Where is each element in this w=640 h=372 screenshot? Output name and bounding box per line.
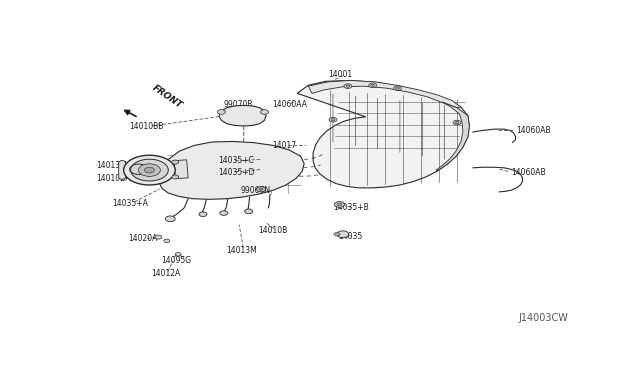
Polygon shape	[159, 141, 304, 199]
Circle shape	[329, 118, 337, 122]
Polygon shape	[118, 161, 125, 179]
Circle shape	[199, 212, 207, 217]
Text: 14060AB: 14060AB	[511, 168, 546, 177]
Text: 14060AA: 14060AA	[273, 100, 307, 109]
Text: 14010BB: 14010BB	[129, 122, 164, 131]
Text: 14020A: 14020A	[129, 234, 158, 243]
Polygon shape	[297, 80, 469, 188]
Circle shape	[145, 167, 154, 173]
Circle shape	[172, 175, 179, 179]
Text: J14003CW: J14003CW	[518, 313, 568, 323]
Polygon shape	[174, 160, 188, 179]
Text: 14035+B: 14035+B	[333, 203, 369, 212]
Text: FRONT: FRONT	[150, 83, 184, 110]
Circle shape	[371, 84, 374, 86]
Text: 14013M: 14013M	[227, 246, 257, 255]
Circle shape	[165, 216, 175, 222]
Circle shape	[455, 121, 459, 124]
Circle shape	[346, 85, 350, 87]
Text: 14013MA: 14013MA	[96, 161, 132, 170]
Circle shape	[344, 84, 352, 89]
Text: 14035+A: 14035+A	[112, 199, 148, 208]
Circle shape	[453, 120, 461, 125]
Text: 14017: 14017	[273, 141, 296, 150]
Circle shape	[257, 187, 266, 192]
Text: 14001: 14001	[328, 70, 352, 79]
Circle shape	[260, 110, 269, 114]
Circle shape	[335, 202, 344, 207]
Text: 14010BA: 14010BA	[96, 174, 131, 183]
Circle shape	[244, 209, 253, 214]
Circle shape	[394, 86, 401, 90]
Polygon shape	[308, 80, 461, 108]
Polygon shape	[219, 105, 266, 126]
Text: 14060AB: 14060AB	[516, 126, 551, 135]
Text: 99067N: 99067N	[240, 186, 270, 195]
Circle shape	[220, 211, 228, 215]
Text: 14035: 14035	[338, 232, 362, 241]
Text: 14095G: 14095G	[161, 256, 191, 264]
Circle shape	[124, 155, 175, 185]
Circle shape	[334, 232, 340, 236]
Circle shape	[337, 203, 342, 206]
Circle shape	[396, 87, 399, 89]
Text: 14035+C: 14035+C	[218, 157, 254, 166]
Circle shape	[259, 188, 263, 190]
Circle shape	[155, 235, 162, 239]
Circle shape	[164, 239, 170, 243]
Circle shape	[331, 119, 335, 121]
Circle shape	[218, 110, 225, 114]
Text: 14035+D: 14035+D	[218, 168, 254, 177]
Circle shape	[138, 164, 161, 176]
Text: 99070R: 99070R	[224, 100, 253, 109]
Circle shape	[172, 160, 179, 164]
Circle shape	[175, 253, 181, 256]
Circle shape	[337, 231, 349, 238]
Polygon shape	[436, 102, 469, 171]
Circle shape	[369, 83, 376, 87]
Text: 14010B: 14010B	[259, 226, 288, 235]
Text: 14012A: 14012A	[151, 269, 180, 278]
Circle shape	[131, 159, 168, 181]
